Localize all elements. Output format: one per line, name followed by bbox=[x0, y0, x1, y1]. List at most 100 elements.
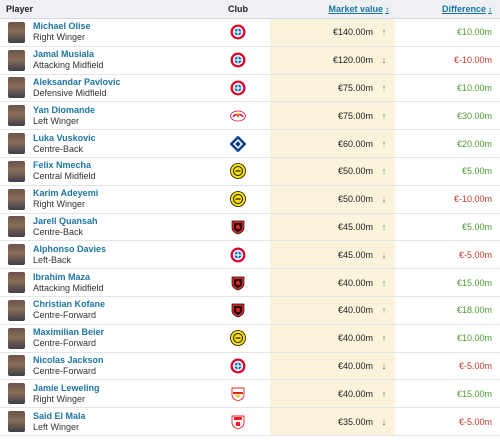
player-cell: Nicolas Jackson Centre-Forward bbox=[0, 355, 206, 377]
difference-cell: €30.00m bbox=[395, 102, 500, 129]
player-info: Aleksandar Pavlovic Defensive Midfield bbox=[33, 77, 121, 99]
market-value: €35.00m bbox=[337, 416, 373, 427]
sort-icon: ↕ bbox=[488, 4, 492, 14]
player-position: Centre-Back bbox=[33, 226, 84, 237]
player-name-link[interactable]: Nicolas Jackson bbox=[33, 354, 104, 365]
value-difference: €-5.00m bbox=[458, 249, 492, 260]
leipzig-club-logo-icon[interactable] bbox=[230, 108, 246, 124]
dortmund-club-logo-icon[interactable] bbox=[230, 163, 246, 180]
table-row: Nicolas Jackson Centre-Forward €40.00m ↓ €-5… bbox=[0, 352, 500, 381]
bayern-club-logo-icon[interactable] bbox=[230, 247, 246, 263]
player-cell: Alphonso Davies Left-Back bbox=[0, 244, 206, 266]
player-position: Centre-Back bbox=[33, 143, 84, 154]
sort-icon: ↕ bbox=[385, 4, 389, 14]
market-value-cell: €45.00m ↑ bbox=[270, 213, 395, 241]
player-name-link[interactable]: Aleksandar Pavlovic bbox=[33, 76, 121, 87]
leverkusen-club-logo-icon[interactable] bbox=[230, 302, 246, 318]
player-position: Centre-Forward bbox=[33, 310, 97, 321]
market-value-sort-link[interactable]: Market value ↕ bbox=[328, 4, 389, 14]
market-value-cell: €140.00m ↑ bbox=[270, 19, 395, 46]
dortmund-club-logo-icon[interactable] bbox=[230, 330, 246, 347]
market-value-cell: €50.00m ↑ bbox=[270, 157, 395, 185]
player-cell: Aleksandar Pavlovic Defensive Midfield bbox=[0, 77, 206, 99]
club-cell[interactable] bbox=[206, 219, 270, 235]
player-cell: Jarell Quansah Centre-Back bbox=[0, 216, 206, 238]
player-name-link[interactable]: Alphonso Davies bbox=[33, 243, 107, 254]
club-cell[interactable] bbox=[206, 191, 270, 208]
bayern-club-logo-icon[interactable] bbox=[230, 24, 246, 40]
player-info: Said El Mala Left Winger bbox=[33, 411, 86, 433]
trend-up-arrow-icon: ↑ bbox=[381, 333, 387, 344]
difference-cell: €5.00m bbox=[395, 158, 500, 185]
club-cell[interactable] bbox=[206, 275, 270, 291]
value-difference: €10.00m bbox=[456, 27, 492, 38]
player-position: Attacking Midfield bbox=[33, 60, 104, 71]
club-cell[interactable] bbox=[206, 386, 270, 402]
player-cell: Yan Diomande Left Winger bbox=[0, 105, 206, 127]
club-cell[interactable] bbox=[206, 80, 270, 96]
market-value-cell: €35.00m ↓ bbox=[270, 408, 395, 435]
player-position: Centre-Forward bbox=[33, 365, 97, 376]
club-cell[interactable] bbox=[206, 163, 270, 180]
player-photo bbox=[8, 355, 25, 377]
club-cell[interactable] bbox=[206, 414, 270, 430]
player-photo bbox=[8, 272, 25, 294]
player-name-link[interactable]: Christian Kofane bbox=[33, 299, 106, 310]
player-position: Central Midfield bbox=[33, 171, 96, 182]
player-name-link[interactable]: Jamie Leweling bbox=[33, 382, 100, 393]
bayern-club-logo-icon[interactable] bbox=[230, 80, 246, 96]
player-name-link[interactable]: Ibrahim Maza bbox=[33, 271, 91, 282]
player-info: Ibrahim Maza Attacking Midfield bbox=[33, 272, 104, 294]
koln-club-logo-icon[interactable] bbox=[230, 414, 246, 430]
club-cell[interactable] bbox=[206, 330, 270, 347]
club-cell[interactable] bbox=[206, 24, 270, 40]
player-position: Attacking Midfield bbox=[33, 282, 104, 293]
market-value: €45.00m bbox=[337, 249, 373, 260]
club-cell[interactable] bbox=[206, 52, 270, 68]
table-row: Jamie Leweling Right Winger €40.00m ↑ €15.00… bbox=[0, 380, 500, 409]
player-name-link[interactable]: Said El Mala bbox=[33, 410, 86, 421]
player-info: Jamal Musiala Attacking Midfield bbox=[33, 49, 104, 71]
player-name-link[interactable]: Maximilian Beier bbox=[33, 327, 105, 338]
market-value: €40.00m bbox=[337, 305, 373, 316]
difference-cell: €-5.00m bbox=[395, 241, 500, 268]
player-name-link[interactable]: Michael Olise bbox=[33, 21, 91, 32]
player-position: Left Winger bbox=[33, 115, 80, 126]
player-info: Felix Nmecha Central Midfield bbox=[33, 160, 96, 182]
player-name-link[interactable]: Yan Diomande bbox=[33, 104, 96, 115]
player-photo bbox=[8, 21, 25, 43]
difference-sort-link[interactable]: Difference ↕ bbox=[442, 4, 492, 14]
player-name-link[interactable]: Felix Nmecha bbox=[33, 160, 92, 171]
difference-cell: €10.00m bbox=[395, 325, 500, 352]
club-cell[interactable] bbox=[206, 247, 270, 263]
trend-up-arrow-icon: ↑ bbox=[381, 277, 387, 288]
club-cell[interactable] bbox=[206, 302, 270, 318]
market-value-column-header[interactable]: Market value ↕ bbox=[270, 0, 395, 18]
table-row: Christian Kofane Centre-Forward €40.00m ↑ €1… bbox=[0, 296, 500, 325]
stuttgart-club-logo-icon[interactable] bbox=[230, 386, 246, 402]
player-photo bbox=[8, 383, 25, 405]
leverkusen-club-logo-icon[interactable] bbox=[230, 219, 246, 235]
leverkusen-club-logo-icon[interactable] bbox=[230, 275, 246, 291]
player-name-link[interactable]: Luka Vuskovic bbox=[33, 132, 96, 143]
difference-cell: €15.00m bbox=[395, 380, 500, 407]
player-name-link[interactable]: Jarell Quansah bbox=[33, 215, 98, 226]
table-header: Player Club Market value ↕ Difference ↕ bbox=[0, 0, 500, 19]
bayern-club-logo-icon[interactable] bbox=[230, 52, 246, 68]
hamburg-club-logo-icon[interactable] bbox=[230, 135, 246, 152]
dortmund-club-logo-icon[interactable] bbox=[230, 191, 246, 208]
bayern-club-logo-icon[interactable] bbox=[230, 358, 246, 374]
club-cell[interactable] bbox=[206, 358, 270, 374]
value-difference: €-10.00m bbox=[453, 194, 492, 205]
club-cell[interactable] bbox=[206, 108, 270, 124]
value-difference: €18.00m bbox=[456, 305, 492, 316]
player-name-link[interactable]: Jamal Musiala bbox=[33, 49, 95, 60]
market-value-cell: €40.00m ↑ bbox=[270, 269, 395, 296]
club-cell[interactable] bbox=[206, 135, 270, 152]
value-difference: €-5.00m bbox=[458, 360, 492, 371]
player-name-link[interactable]: Karim Adeyemi bbox=[33, 188, 99, 199]
trend-up-arrow-icon: ↑ bbox=[381, 27, 387, 38]
difference-cell: €-10.00m bbox=[395, 47, 500, 74]
difference-column-header[interactable]: Difference ↕ bbox=[395, 0, 500, 18]
